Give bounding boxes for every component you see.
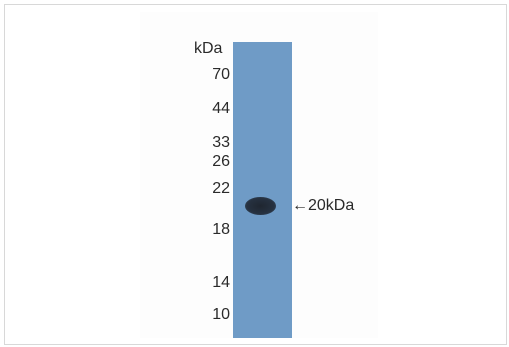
protein-band xyxy=(245,197,276,215)
band-size-label: ←20kDa xyxy=(292,197,355,214)
marker-33: 33 xyxy=(212,134,230,151)
marker-18: 18 xyxy=(212,221,230,238)
marker-70: 70 xyxy=(212,66,230,83)
marker-44: 44 xyxy=(212,100,230,117)
marker-22: 22 xyxy=(212,180,230,197)
marker-10: 10 xyxy=(212,306,230,323)
image-frame xyxy=(4,4,507,345)
kda-unit-header: kDa xyxy=(194,40,223,57)
blot-lane xyxy=(233,42,292,338)
marker-26: 26 xyxy=(212,153,230,170)
marker-14: 14 xyxy=(212,274,230,291)
